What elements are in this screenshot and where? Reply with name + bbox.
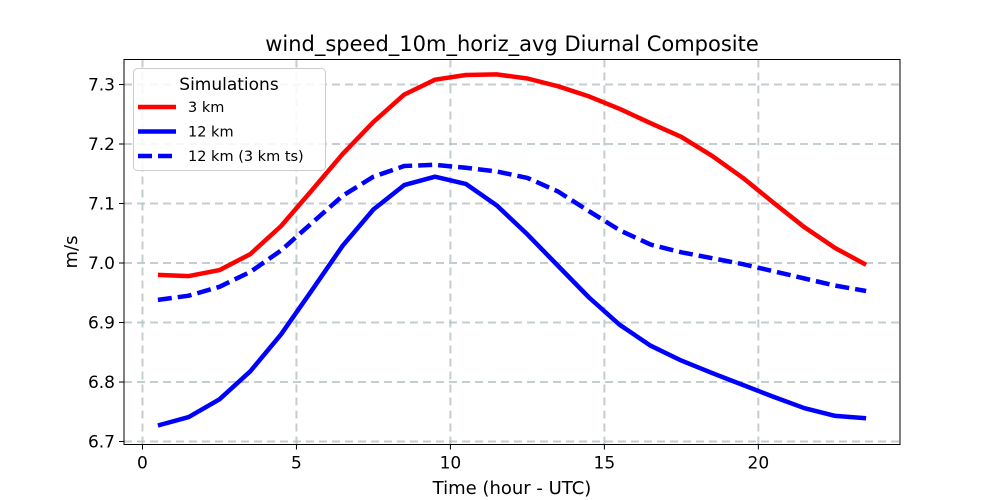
series-line-3-km	[157, 72, 868, 279]
x-tick-label: 10	[440, 454, 462, 474]
chart-title: wind_speed_10m_horiz_avg Diurnal Composi…	[265, 32, 759, 57]
x-tick-label: 0	[137, 454, 148, 474]
x-tick-label: 15	[594, 454, 616, 474]
legend-label: 12 km (3 km ts)	[188, 149, 304, 165]
y-tick-label: 6.8	[88, 373, 115, 393]
y-tick-label: 7.1	[88, 195, 115, 215]
y-tick-label: 6.9	[88, 314, 115, 334]
y-tick-label: 7.3	[88, 75, 115, 95]
legend: Simulations 3 km 12 km 12 km (3 km ts)	[133, 68, 326, 171]
y-tick-label: 7.2	[88, 135, 115, 155]
x-tick-label: 20	[748, 454, 770, 474]
legend-label: 3 km	[188, 100, 224, 116]
y-axis-label: m/s	[61, 236, 82, 269]
legend-title: Simulations	[179, 75, 279, 95]
plot-frame	[123, 59, 901, 445]
y-tick-label: 6.7	[88, 433, 115, 453]
series-line-12-km	[157, 174, 867, 428]
y-tick-label: 7.0	[88, 254, 115, 274]
legend-frame	[133, 68, 326, 171]
x-tick-label: 5	[291, 454, 302, 474]
x-axis-label: Time (hour - UTC)	[432, 478, 592, 499]
legend-label: 12 km	[188, 125, 234, 141]
series-line-12-km-3-km-ts	[157, 162, 867, 303]
axis-ticks: 0 5 10 15 20 6.7 6.8 6.9 7.0 7.1 7.2 7.3	[88, 75, 769, 473]
series-lines	[157, 72, 868, 428]
